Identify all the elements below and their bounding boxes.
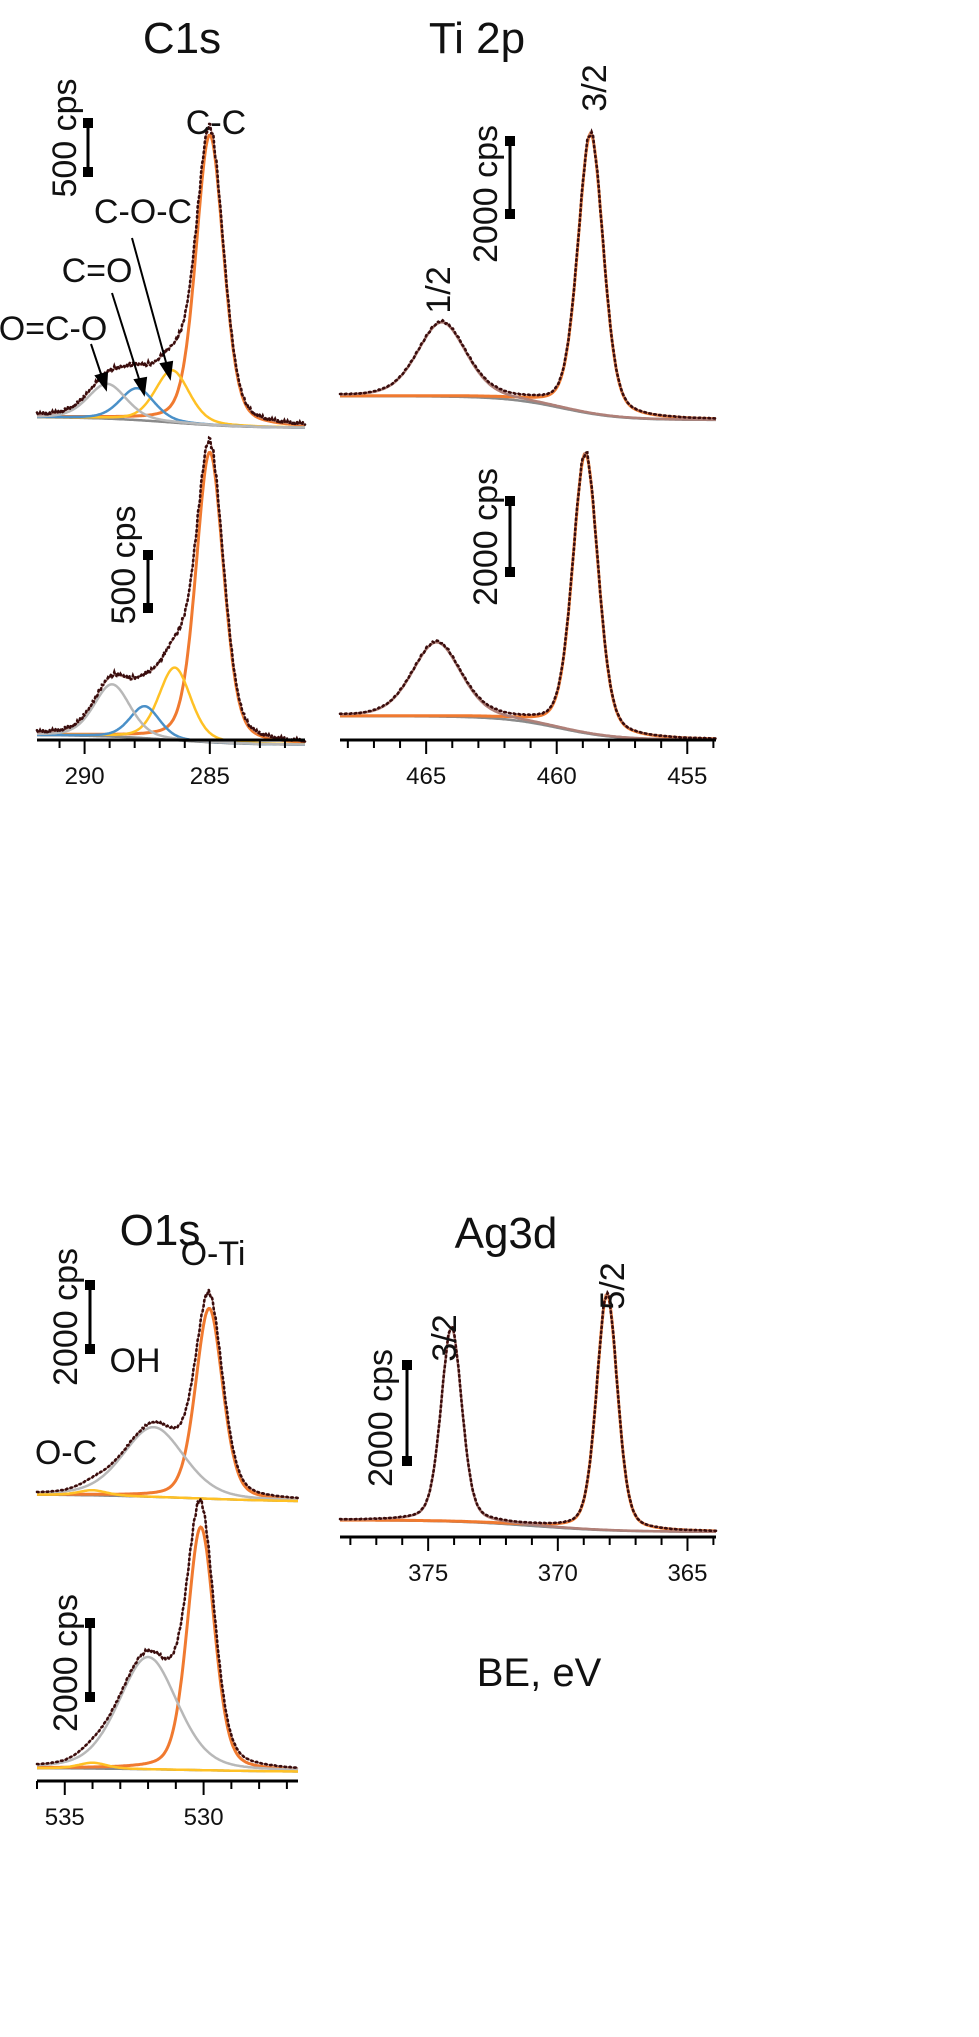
- label-o-eq-c-o: O=C-O: [0, 310, 107, 348]
- o1s-top-component-o-c: [37, 1488, 298, 1503]
- ag3d-title: Ag3d: [455, 1209, 558, 1258]
- label-o-ti: O-Ti: [181, 1235, 246, 1273]
- ti2p-title: Ti 2p: [429, 14, 525, 63]
- o1s-x-axis: 535 530: [36, 1779, 298, 1831]
- label-oh: OH: [110, 1342, 161, 1380]
- o1s-title: O1s: [120, 1206, 201, 1255]
- ti2p-top-envelope: [339, 131, 717, 420]
- c1s-bottom-envelope: [37, 440, 306, 743]
- c1s-scale-label-top: 500 cps: [46, 78, 84, 197]
- label-ag-3-2: 3/2: [426, 1314, 464, 1361]
- o1s-bottom-measured-data: [35, 1495, 300, 1770]
- c1s-scale-label-bottom: 500 cps: [105, 505, 143, 624]
- label-o-c: O-C: [35, 1434, 97, 1472]
- o1s-top-panel: [35, 1284, 300, 1503]
- ag3d-panel: [338, 1289, 718, 1534]
- o1s-scale-bar-top: [85, 1280, 95, 1354]
- ti2p-bottom-envelope: [339, 451, 717, 740]
- ti2p-bottom-measured-data: [338, 450, 718, 740]
- o1s-tick-label: 535: [45, 1804, 85, 1831]
- ti2p-tick-label: 465: [406, 763, 446, 790]
- o1s-scale-label-top: 2000 cps: [47, 1248, 85, 1386]
- o1s-scale-bar-bottom: [85, 1618, 95, 1702]
- label-ti-1-2: 1/2: [420, 266, 458, 313]
- o1s-top-measured-data: [35, 1284, 300, 1500]
- ti2p-scale-bar-bottom: [505, 496, 515, 577]
- c1s-top-panel: [35, 122, 307, 429]
- ag3d-single-measured-data: [338, 1289, 718, 1533]
- ti2p-top-measured-data: [338, 128, 718, 420]
- label-ti-3-2: 3/2: [576, 64, 614, 111]
- ti2p-x-axis: 465 460 455: [340, 738, 716, 790]
- x-axis-title: BE, eV: [477, 1651, 602, 1695]
- o1s-top-component-o-ti: [37, 1307, 298, 1501]
- o1s-top-component-oh: [37, 1425, 298, 1502]
- ag3d-scale-label: 2000 cps: [362, 1349, 400, 1487]
- o1s-tick-label: 530: [184, 1804, 224, 1831]
- annotation-arrows: [90, 237, 174, 397]
- c1s-scale-bar-top: [83, 118, 93, 177]
- c1s-bottom-component-c-c: [37, 450, 305, 744]
- ti2p-tick-label: 460: [537, 763, 577, 790]
- ti2p-bottom-component-1-2: [339, 641, 716, 741]
- ag3d-chart: Ag3d 2000 cps 5/2 3/2 375 370 365: [338, 1209, 718, 1587]
- ti2p-top-panel: [338, 128, 718, 422]
- ti2p-scale-bar-top: [505, 136, 515, 219]
- ti2p-bottom-panel: [338, 450, 718, 742]
- ag3d-scale-bar: [402, 1360, 412, 1466]
- o1s-scale-label-bottom: 2000 cps: [47, 1594, 85, 1732]
- o1s-bottom-panel: [35, 1495, 300, 1773]
- ti2p-tick-label: 455: [667, 763, 707, 790]
- ag3d-tick-label: 370: [538, 1560, 578, 1587]
- o1s-bottom-component-o-ti: [37, 1525, 299, 1772]
- label-c-c: C-C: [186, 104, 246, 142]
- c1s-tick-label: 285: [190, 763, 230, 790]
- o1s-bottom-component-o-c: [37, 1761, 298, 1773]
- ag3d-x-axis: 375 370 365: [340, 1535, 716, 1587]
- c1s-tick-label: 290: [65, 763, 105, 790]
- c1s-top-measured-data: [35, 122, 307, 426]
- c1s-bottom-measured-data: [35, 435, 307, 743]
- ti2p-chart: Ti 2p 2000 cps 2000 cps 3/2 1/2 465 460 45…: [338, 14, 718, 790]
- ti2p-scale-label-top: 2000 cps: [467, 125, 505, 263]
- c1s-bottom-panel: [35, 435, 307, 746]
- ag3d-tick-label: 375: [408, 1560, 448, 1587]
- c1s-chart: C1s 500 cps 500 cps C-C C-O-C C=O O=C-O …: [0, 14, 307, 790]
- c1s-x-axis: 290 285: [37, 738, 305, 790]
- ag3d-tick-label: 365: [667, 1560, 707, 1587]
- c1s-title: C1s: [143, 14, 221, 63]
- ti2p-top-component-3-2: [340, 131, 716, 421]
- label-c-o-c: C-O-C: [94, 193, 192, 231]
- ti2p-scale-label-bottom: 2000 cps: [467, 468, 505, 606]
- label-c-eq-o: C=O: [62, 252, 133, 290]
- c1s-top-component-o-c-o: [36, 382, 306, 429]
- label-ag-5-2: 5/2: [594, 1262, 632, 1309]
- o1s-chart: O1s 2000 cps 2000 cps O-Ti OH O-C 535 530: [35, 1206, 300, 1831]
- c1s-scale-bar-bottom: [143, 550, 153, 613]
- ti2p-top-component-1-2: [339, 321, 716, 421]
- o1s-bottom-component-oh: [37, 1655, 299, 1772]
